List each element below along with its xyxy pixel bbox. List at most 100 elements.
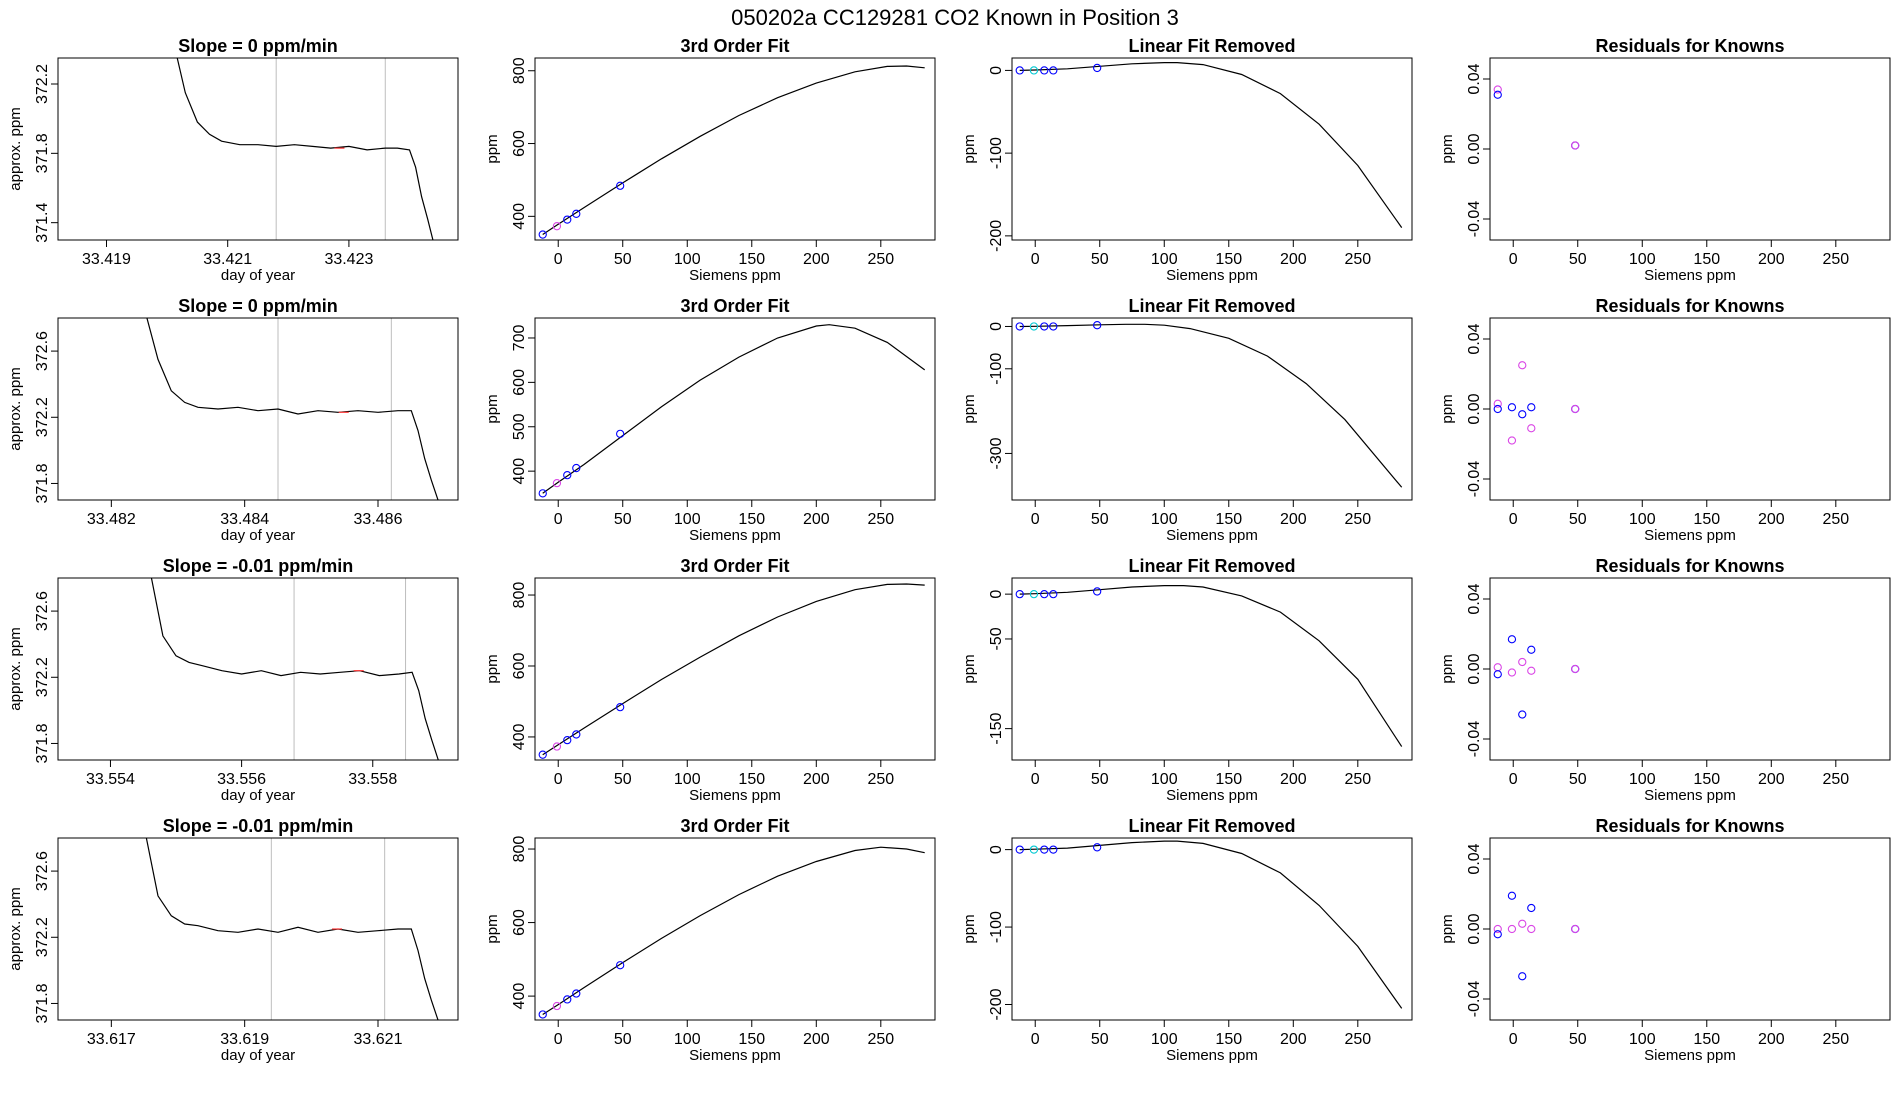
x-tick-label: 200 bbox=[1280, 511, 1307, 528]
x-axis-label: Siemens ppm bbox=[689, 267, 781, 284]
plot-frame bbox=[534, 837, 936, 1021]
x-tick-label: 250 bbox=[867, 1031, 894, 1048]
panels: Slope = 0 ppm/min 33.419 33.421 33.423 371.4… bbox=[7, 36, 1891, 1064]
data-point bbox=[563, 470, 572, 480]
y-tick-label: 372.2 bbox=[34, 64, 51, 104]
x-tick-label: 250 bbox=[1344, 511, 1371, 528]
x-tick-label: 50 bbox=[1569, 771, 1587, 788]
x-tick-label: 0 bbox=[554, 511, 563, 528]
x-tick-label: 100 bbox=[1629, 251, 1656, 268]
x-tick-label: 100 bbox=[1151, 251, 1178, 268]
plot-frame bbox=[534, 57, 936, 241]
y-axis-label: ppm bbox=[484, 914, 501, 943]
x-tick-label: 50 bbox=[614, 251, 632, 268]
x-tick-label: 33.621 bbox=[354, 1031, 403, 1048]
x-tick-label: 250 bbox=[1822, 771, 1849, 788]
data-point bbox=[1571, 664, 1580, 674]
panel-title: Linear Fit Removed bbox=[1128, 296, 1295, 316]
panel-title: 3rd Order Fit bbox=[680, 556, 789, 576]
x-tick-label: 150 bbox=[1215, 511, 1242, 528]
x-tick-label: 0 bbox=[1509, 771, 1518, 788]
panel-r4c4: Residuals for Knowns 0 50 100 150 200 250 -0.04… bbox=[1439, 816, 1891, 1064]
panel-r1c3: Linear Fit Removed 0 50 100 150 200 250 0 -100 -2… bbox=[961, 36, 1413, 284]
x-tick-label: 250 bbox=[1822, 1031, 1849, 1048]
data-point bbox=[616, 429, 625, 439]
y-tick-label: 800 bbox=[511, 582, 528, 609]
y-tick-label: 0.00 bbox=[1466, 653, 1483, 684]
plot-frame bbox=[534, 577, 936, 761]
data-point bbox=[1040, 66, 1049, 75]
y-tick-label: 372.6 bbox=[34, 591, 51, 631]
x-axis-label: day of year bbox=[221, 1047, 295, 1064]
data-point bbox=[1049, 322, 1058, 331]
data-point bbox=[1493, 399, 1502, 408]
data-point bbox=[616, 702, 625, 712]
x-tick-label: 33.619 bbox=[220, 1031, 269, 1048]
x-axis-label: Siemens ppm bbox=[1166, 1047, 1258, 1064]
data-point bbox=[572, 989, 581, 998]
panel-r1c1: Slope = 0 ppm/min 33.419 33.421 33.423 371.4… bbox=[7, 36, 459, 284]
data-point bbox=[1093, 321, 1102, 330]
y-tick-label: 600 bbox=[511, 909, 528, 936]
data-point bbox=[1527, 903, 1536, 913]
y-tick-label: -100 bbox=[988, 137, 1005, 169]
y-tick-label: -200 bbox=[988, 988, 1005, 1020]
panel-r2c4: Residuals for Knowns 0 50 100 150 200 250 -0.04… bbox=[1439, 296, 1891, 544]
x-tick-label: 33.421 bbox=[203, 251, 252, 268]
data-series-line bbox=[150, 578, 439, 760]
fit-curve bbox=[1019, 585, 1403, 747]
y-axis-label: ppm bbox=[1439, 394, 1456, 423]
data-point bbox=[1507, 403, 1517, 412]
x-tick-label: 50 bbox=[1569, 511, 1587, 528]
data-point bbox=[1049, 66, 1058, 75]
data-point bbox=[616, 181, 625, 190]
x-axis-label: day of year bbox=[221, 267, 295, 284]
y-tick-label: -50 bbox=[988, 627, 1005, 650]
x-tick-label: 0 bbox=[1031, 771, 1040, 788]
y-tick-label: 500 bbox=[511, 413, 528, 440]
data-point bbox=[552, 478, 562, 488]
data-point bbox=[1029, 66, 1039, 75]
data-point bbox=[552, 1001, 562, 1011]
y-tick-label: 371.8 bbox=[34, 723, 51, 763]
data-point bbox=[1518, 919, 1527, 928]
x-tick-label: 150 bbox=[1693, 511, 1720, 528]
x-tick-label: 100 bbox=[674, 511, 701, 528]
y-axis-label: ppm bbox=[961, 914, 978, 943]
data-point bbox=[552, 742, 562, 751]
plot-frame bbox=[1011, 317, 1413, 501]
x-tick-label: 100 bbox=[1629, 511, 1656, 528]
y-axis-label: ppm bbox=[961, 134, 978, 163]
panel-r2c3: Linear Fit Removed 0 50 100 150 200 250 0 -100 -3… bbox=[961, 296, 1413, 544]
figure-title: 050202a CC129281 CO2 Known in Position 3 bbox=[731, 5, 1179, 30]
plot-frame bbox=[1011, 577, 1413, 761]
y-tick-label: -0.04 bbox=[1466, 721, 1483, 758]
panel-title: 3rd Order Fit bbox=[680, 36, 789, 56]
panel-r3c1: Slope = -0.01 ppm/min 33.554 33.556 33.558 3… bbox=[7, 556, 459, 804]
x-tick-label: 0 bbox=[1509, 251, 1518, 268]
x-tick-label: 250 bbox=[1344, 251, 1371, 268]
x-tick-label: 33.486 bbox=[354, 511, 403, 528]
data-point bbox=[1571, 141, 1580, 150]
data-point bbox=[1040, 589, 1049, 599]
data-point bbox=[1571, 404, 1580, 414]
plot-frame bbox=[534, 317, 936, 501]
x-tick-label: 50 bbox=[614, 511, 632, 528]
y-tick-label: 0 bbox=[988, 590, 1005, 599]
x-tick-label: 100 bbox=[674, 1031, 701, 1048]
x-tick-label: 0 bbox=[1031, 511, 1040, 528]
x-tick-label: 250 bbox=[1344, 771, 1371, 788]
data-point bbox=[1093, 587, 1102, 596]
y-tick-label: -0.04 bbox=[1466, 201, 1483, 238]
y-tick-label: 400 bbox=[511, 203, 528, 230]
x-tick-label: 0 bbox=[1031, 251, 1040, 268]
fit-curve bbox=[1019, 323, 1403, 488]
x-tick-label: 200 bbox=[1758, 1031, 1785, 1048]
y-axis-label: ppm bbox=[1439, 654, 1456, 683]
x-tick-label: 100 bbox=[1151, 511, 1178, 528]
data-point bbox=[1507, 436, 1517, 445]
plot-frame bbox=[57, 837, 459, 1021]
data-point bbox=[1518, 972, 1527, 981]
x-axis-label: Siemens ppm bbox=[1166, 267, 1258, 284]
plot-frame bbox=[1489, 577, 1891, 761]
